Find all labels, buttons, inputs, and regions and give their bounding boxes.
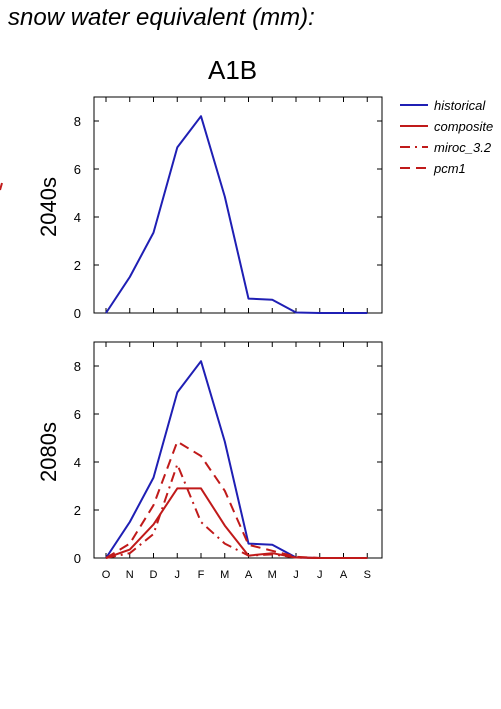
page-title: snow water equivalent (mm): xyxy=(8,4,315,31)
series-line-composite xyxy=(105,487,368,559)
plot-frame xyxy=(93,341,383,559)
legend-label: miroc_3.2 xyxy=(434,140,492,155)
y-tick-label: 2 xyxy=(74,503,81,518)
panel-2080s: 0 2 4 6 8 O N D J F M A M J J A S 2080s xyxy=(36,341,383,581)
y-tick-label: 6 xyxy=(74,162,81,177)
x-tick-label: M xyxy=(268,569,277,581)
x-tick-label: A xyxy=(245,569,253,581)
x-tick-label: O xyxy=(102,569,111,581)
x-tick-label: M xyxy=(220,569,229,581)
y-tick-label: 6 xyxy=(74,407,81,422)
legend-label: historical xyxy=(434,98,486,113)
x-tick-label: S xyxy=(364,569,371,581)
panel-2040s: 0 2 4 6 8 2040s xyxy=(36,96,383,321)
series-line-historical xyxy=(105,360,368,559)
x-tick-label: D xyxy=(150,569,158,581)
scenario-label: A1B xyxy=(208,55,258,85)
series-line-pcm1 xyxy=(105,440,368,559)
x-tick-label: F xyxy=(198,569,205,581)
x-tick-label: J xyxy=(175,569,181,581)
y-tick-label: 0 xyxy=(74,306,81,321)
series-line-miroc-3-2 xyxy=(105,463,368,559)
y-tick-label: 0 xyxy=(74,551,81,566)
y-tick-label: 4 xyxy=(74,210,81,225)
panel-label: 2080s xyxy=(36,422,61,482)
y-tick-label: 2 xyxy=(74,258,81,273)
panel-label: 2040s xyxy=(36,177,61,237)
x-tick-label: J xyxy=(293,569,299,581)
series-line-historical xyxy=(105,115,368,314)
x-tick-label: A xyxy=(340,569,348,581)
y-tick-label: 4 xyxy=(74,455,81,470)
plot-frame xyxy=(93,96,383,314)
legend-label: composite xyxy=(434,119,493,134)
legend-label: pcm1 xyxy=(433,161,466,176)
y-tick-label: 8 xyxy=(74,359,81,374)
x-tick-label: N xyxy=(126,569,134,581)
x-tick-label: J xyxy=(317,569,323,581)
legend: historical composite miroc_3.2 pcm1 xyxy=(400,98,493,176)
clipped-line-fragment xyxy=(0,182,3,191)
y-tick-label: 8 xyxy=(74,114,81,129)
